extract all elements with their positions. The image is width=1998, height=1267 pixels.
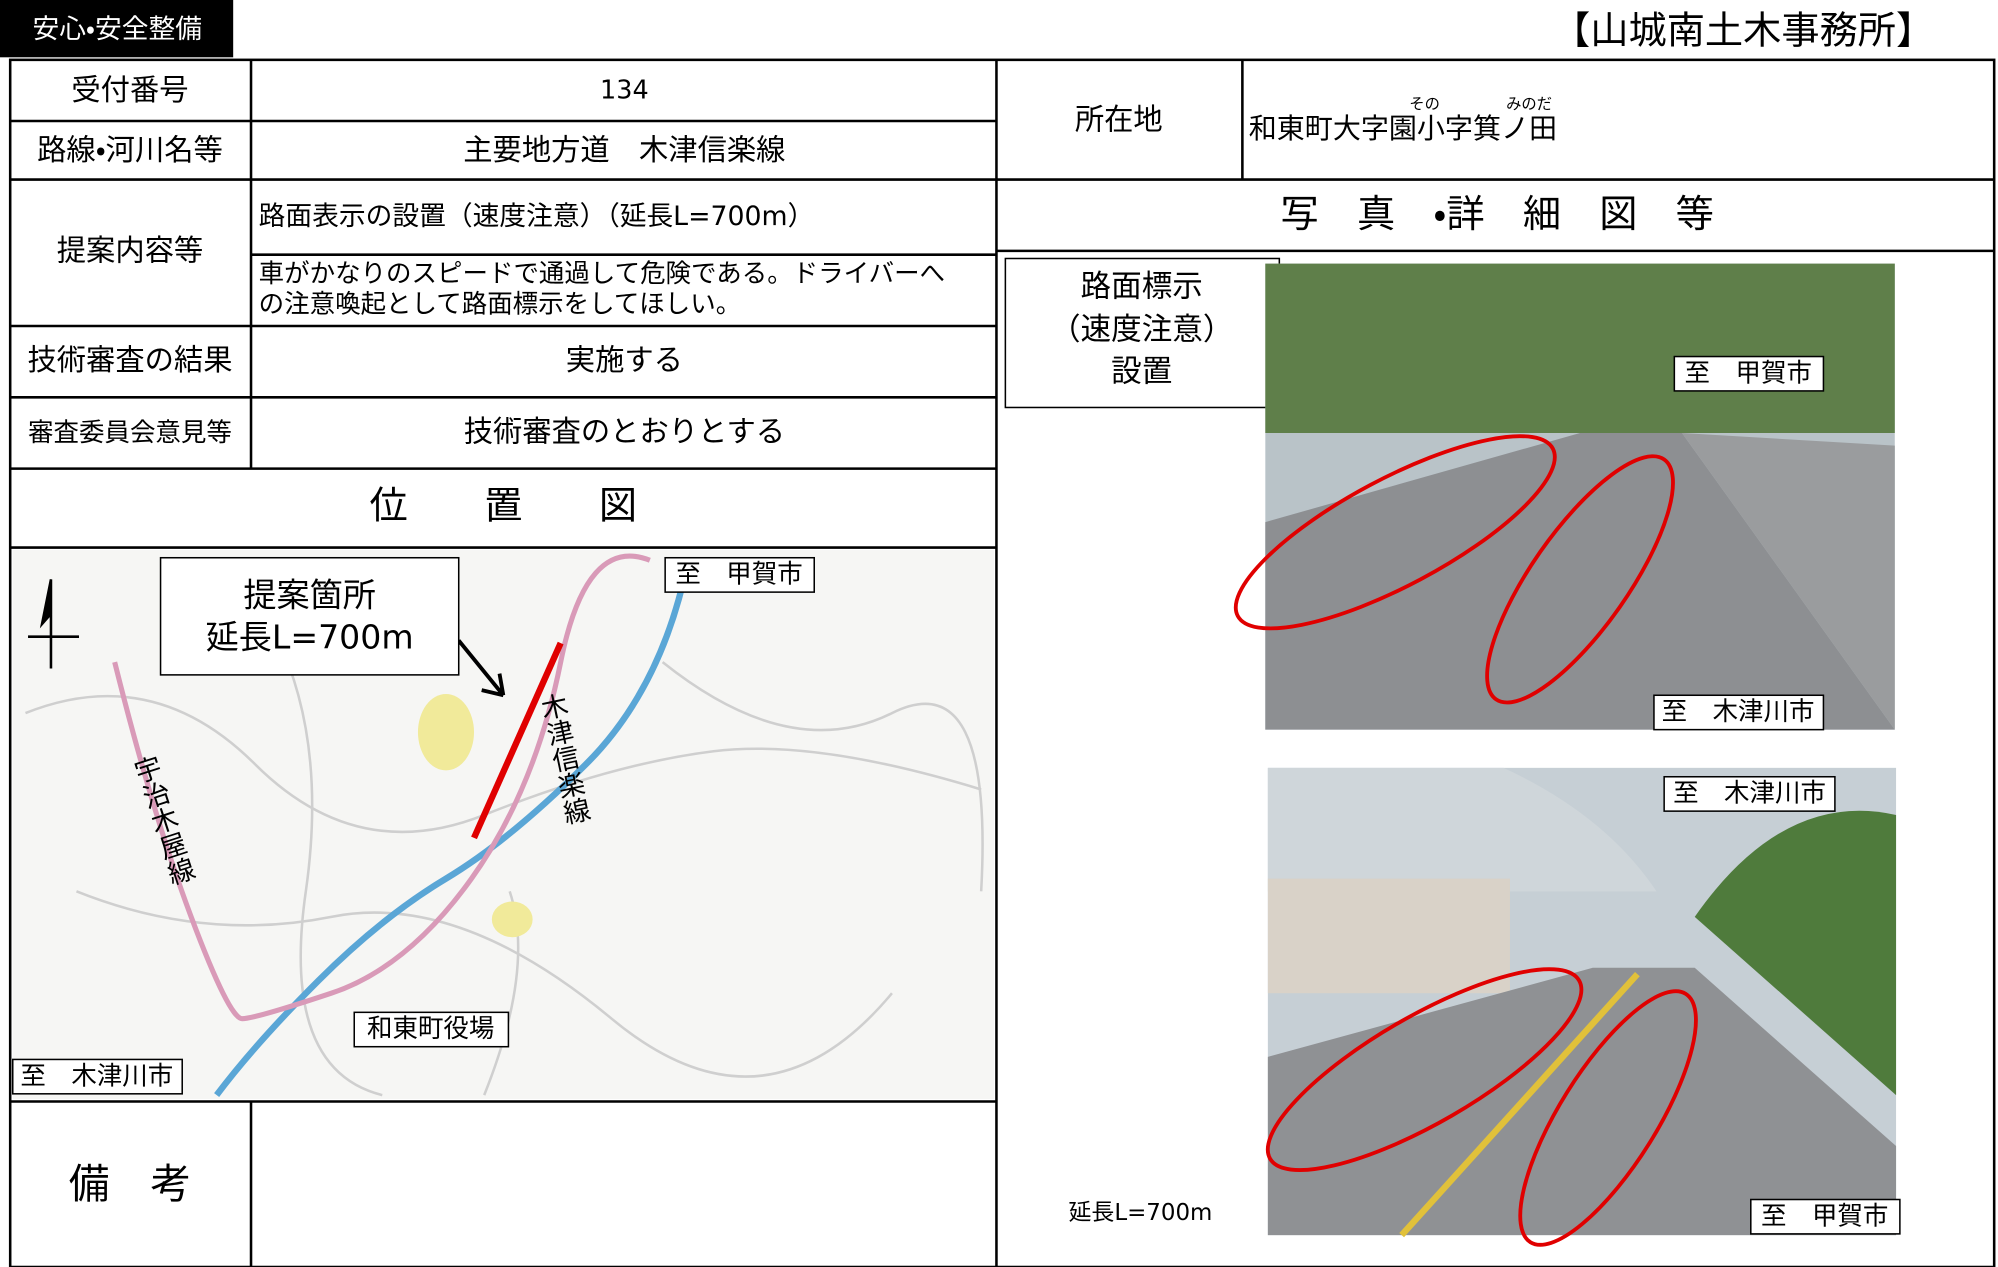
callout: 提案箇所: [243, 576, 375, 615]
direction-label: 至 木津川市: [20, 1061, 173, 1091]
cell-value: 技術審査のとおりとする: [464, 414, 785, 448]
cell-label: 技術審査の結果: [27, 343, 232, 377]
direction-label: 至 甲賀市: [1685, 358, 1812, 388]
note: （速度注意）: [1050, 313, 1233, 348]
cell-value: 134: [600, 76, 649, 106]
proposal-detail: 車がかなりのスピードで通過して危険である。ドライバーへ: [259, 259, 945, 289]
direction-label: 至 木津川市: [1662, 697, 1815, 727]
cell-label: 所在地: [1075, 102, 1163, 136]
note: 路面標示: [1081, 269, 1203, 304]
proposal-title: 路面表示の設置（速度注意）（延長L=700m）: [259, 201, 815, 232]
direction-label: 至 甲賀市: [675, 560, 802, 590]
cell-label: 提案内容等: [57, 234, 203, 268]
cell-value: 主要地方道 木津信楽線: [463, 133, 785, 167]
cell-label: 路線・河川名等: [37, 133, 223, 167]
map-title: 位 置 図: [370, 485, 638, 529]
note: 設置: [1111, 355, 1172, 390]
photos-title: 写 真 ・詳 細 図 等: [1281, 193, 1714, 237]
tag: 安心・安全整備: [32, 14, 202, 45]
table-frame: [8, 58, 1996, 1267]
proposal-detail: の注意喚起として路面標示をしてほしい。: [259, 290, 742, 320]
cell-label: 審査委員会意見等: [28, 418, 232, 448]
direction-label: 至 甲賀市: [1761, 1201, 1888, 1231]
town-hall: 和東町役場: [367, 1014, 494, 1044]
photo-2: 至 木津川市 至 甲賀市: [1265, 767, 1901, 1247]
cell-label: 受付番号: [71, 73, 188, 107]
photo-1: 至 甲賀市 至 木津川市: [1233, 263, 1895, 731]
cell-value: 実施する: [566, 343, 683, 377]
tag-box: [0, 0, 234, 58]
callout: 延長L=700m: [206, 618, 414, 657]
cell-label: 備 考: [69, 1160, 191, 1208]
direction-label: 至 木津川市: [1673, 779, 1826, 809]
map: 提案箇所 延長L=700m 木津信楽線 宇治木屋線 至 甲賀市 至 木津川市 和…: [11, 550, 994, 1099]
length-note: 延長L=700m: [1069, 1200, 1213, 1226]
ruby: その: [1409, 95, 1440, 113]
ruby: みのだ: [1506, 95, 1552, 113]
cell-value: 和東町大字園小字箕ノ田: [1249, 112, 1557, 145]
office: 【山城南土木事務所】: [1552, 10, 1934, 54]
